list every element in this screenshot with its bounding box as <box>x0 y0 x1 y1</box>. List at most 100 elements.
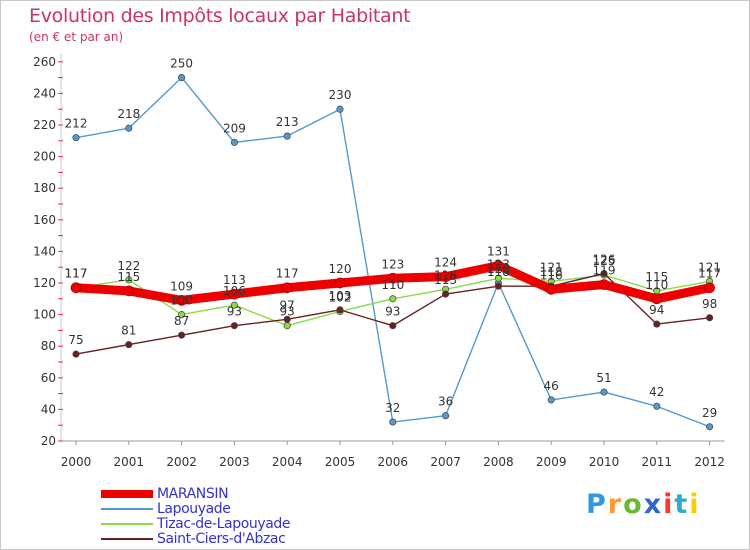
data-point <box>176 295 187 306</box>
y-tick-label: 40 <box>41 402 56 416</box>
y-tick-label: 240 <box>33 86 56 100</box>
data-label: 209 <box>223 121 246 135</box>
legend-item-tizac-de-lapouyade: Tizac-de-Lapouyade <box>101 516 291 532</box>
data-label: 100 <box>170 294 193 308</box>
data-point <box>389 295 397 303</box>
logo-letter: i <box>689 489 701 520</box>
x-tick-label: 2009 <box>536 455 567 469</box>
legend-label-tizac-de-lapouyade: Tizac-de-Lapouyade <box>157 516 291 532</box>
data-label: 131 <box>487 245 510 259</box>
data-point <box>70 282 82 294</box>
data-label: 115 <box>645 270 668 284</box>
data-point <box>600 269 608 278</box>
logo-letter: t <box>674 489 690 520</box>
data-point <box>334 277 346 289</box>
data-point <box>72 350 80 358</box>
data-label: 120 <box>487 262 510 276</box>
data-point <box>230 322 238 330</box>
data-label: 117 <box>276 267 299 281</box>
x-tick-label: 2010 <box>589 455 620 469</box>
data-point <box>178 311 186 319</box>
data-point <box>283 132 291 140</box>
legend-swatch-maransin <box>101 490 153 498</box>
data-point <box>653 402 661 410</box>
data-point <box>389 418 397 426</box>
data-label: 121 <box>540 260 563 274</box>
y-tick-label: 100 <box>33 308 56 322</box>
data-point <box>494 282 502 290</box>
x-tick-label: 2008 <box>483 455 514 469</box>
data-point <box>651 293 663 305</box>
x-tick-label: 2003 <box>219 455 250 469</box>
data-label: 118 <box>487 265 510 279</box>
legend-item-saint-ciers-d-abzac: Saint-Ciers-d'Abzac <box>101 531 286 547</box>
data-point <box>704 282 715 294</box>
data-point <box>547 396 555 404</box>
data-point <box>283 322 291 330</box>
y-tick-label: 180 <box>33 181 56 195</box>
logo-letter: i <box>663 489 675 520</box>
data-label: 113 <box>434 273 457 287</box>
data-label: 106 <box>223 284 246 298</box>
x-tick-label: 2004 <box>272 455 303 469</box>
data-label: 212 <box>65 117 88 131</box>
data-label: 97 <box>280 298 295 312</box>
x-tick-label: 2000 <box>61 455 92 469</box>
data-label: 93 <box>227 305 242 319</box>
data-point <box>125 124 133 132</box>
data-point <box>442 412 450 420</box>
data-point <box>600 388 608 396</box>
chart-title: Evolution des Impôts locaux par Habitant <box>29 5 411 27</box>
data-point <box>545 283 557 295</box>
data-label: 213 <box>276 115 299 129</box>
legend-label-lapouyade: Lapouyade <box>157 501 231 517</box>
data-point <box>283 315 291 323</box>
data-label: 46 <box>544 379 559 393</box>
y-tick-label: 20 <box>41 434 56 448</box>
legend-label-maransin: MARANSIN <box>157 486 229 502</box>
data-point <box>230 301 238 309</box>
data-point <box>389 322 397 330</box>
data-label: 109 <box>170 279 193 293</box>
data-point <box>493 260 504 271</box>
logo-letter: P <box>586 489 608 520</box>
data-label: 94 <box>649 303 664 317</box>
data-label: 93 <box>280 305 295 319</box>
data-label: 123 <box>381 257 404 271</box>
data-label: 42 <box>649 385 664 399</box>
legend-swatch-tizac-de-lapouyade <box>101 523 153 525</box>
data-label: 118 <box>540 265 563 279</box>
x-tick-label: 2007 <box>430 455 461 469</box>
data-label: 126 <box>593 253 616 267</box>
data-point <box>653 320 661 328</box>
data-label: 230 <box>329 88 352 102</box>
data-point <box>440 271 451 283</box>
legend-item-maransin: MARANSIN <box>101 486 229 502</box>
data-label: 29 <box>702 406 717 420</box>
logo-letter: o <box>623 489 644 520</box>
data-point <box>72 134 80 142</box>
x-tick-label: 2011 <box>642 455 673 469</box>
y-tick-label: 260 <box>33 55 56 69</box>
data-label: 75 <box>68 333 83 347</box>
data-label: 119 <box>593 264 616 278</box>
data-label: 117 <box>698 267 721 281</box>
legend-swatch-saint-ciers-d-abzac <box>101 538 153 540</box>
legend-label-saint-ciers-d-abzac: Saint-Ciers-d'Abzac <box>157 531 286 547</box>
data-label: 110 <box>645 278 668 292</box>
data-point <box>494 274 502 282</box>
data-label: 250 <box>170 57 193 71</box>
data-point <box>178 331 186 339</box>
logo-letter: r <box>607 489 624 520</box>
chart-subtitle: (en € et par an) <box>29 30 124 44</box>
data-point <box>336 105 344 113</box>
data-label: 113 <box>223 273 246 287</box>
data-label: 116 <box>540 268 563 282</box>
data-point <box>706 423 714 431</box>
data-label: 87 <box>174 314 189 328</box>
proxiti-logo: Proxiti <box>586 489 701 520</box>
data-point <box>178 74 186 82</box>
data-point <box>229 288 240 300</box>
logo-letter: x <box>643 489 664 520</box>
